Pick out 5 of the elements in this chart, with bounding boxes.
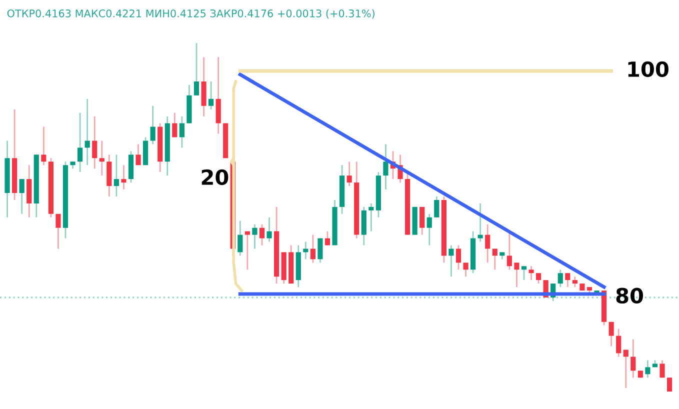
candlestick [666,376,672,392]
annotation: 20 [202,169,228,186]
annotation: 100 [628,61,668,78]
annotation: 80 [616,288,644,304]
chart-title: ОТКР0.4163 МАКС0.4221 МИН0.4125 ЗАКР0.4176 +0.0013 (+0.31%) [7,9,374,19]
